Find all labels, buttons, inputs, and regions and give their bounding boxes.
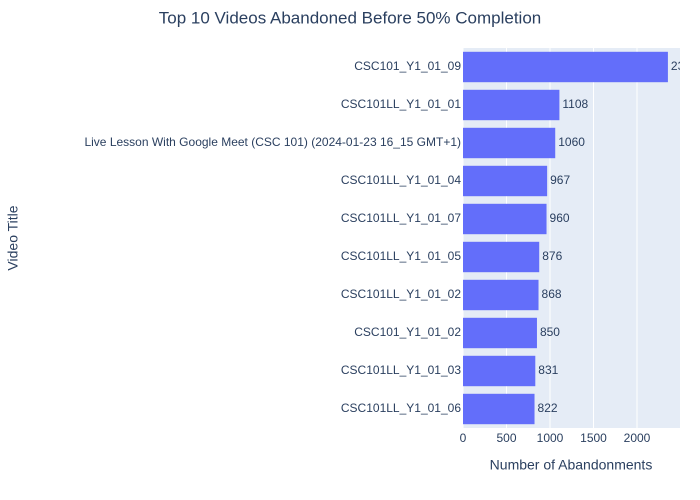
- value-label: 1060: [558, 135, 585, 149]
- y-axis-title: Video Title: [5, 205, 21, 270]
- y-tick-label: CSC101LL_Y1_01_01: [341, 97, 461, 111]
- bar: [463, 165, 548, 197]
- value-label: 2355: [671, 59, 698, 73]
- value-label: 822: [538, 401, 558, 415]
- value-label: 831: [538, 363, 558, 377]
- x-tick-label: 1000: [537, 431, 564, 445]
- value-label: 1108: [562, 97, 588, 111]
- y-tick-label: CSC101_Y1_01_09: [354, 59, 461, 73]
- bar: [463, 127, 556, 159]
- y-tick-label: CSC101LL_Y1_01_04: [341, 173, 461, 187]
- bar: [463, 89, 560, 121]
- chart-title: Top 10 Videos Abandoned Before 50% Compl…: [159, 8, 541, 27]
- bar: [463, 241, 540, 273]
- value-label: 967: [550, 173, 570, 187]
- y-tick-label: CSC101LL_Y1_01_03: [341, 363, 461, 377]
- bar: [463, 279, 539, 311]
- value-label: 960: [550, 211, 570, 225]
- bar: [463, 355, 536, 387]
- x-tick-label: 2000: [624, 431, 651, 445]
- x-axis-title: Number of Abandonments: [490, 457, 653, 473]
- bar: [463, 51, 668, 83]
- x-tick-label: 500: [496, 431, 516, 445]
- y-tick-label: Live Lesson With Google Meet (CSC 101) (…: [84, 135, 461, 149]
- value-label: 876: [542, 249, 562, 263]
- y-tick-label: CSC101LL_Y1_01_07: [341, 211, 461, 225]
- bar: [463, 203, 547, 235]
- y-tick-label: CSC101LL_Y1_01_02: [341, 287, 461, 301]
- value-label: 868: [542, 287, 562, 301]
- y-tick-label: CSC101LL_Y1_01_05: [341, 249, 461, 263]
- y-tick-label: CSC101_Y1_01_02: [354, 325, 461, 339]
- x-tick-label: 1500: [580, 431, 607, 445]
- y-tick-label: CSC101LL_Y1_01_06: [341, 401, 461, 415]
- bar: [463, 317, 537, 349]
- value-label: 850: [540, 325, 560, 339]
- bar: [463, 393, 535, 425]
- x-tick-label: 0: [460, 431, 467, 445]
